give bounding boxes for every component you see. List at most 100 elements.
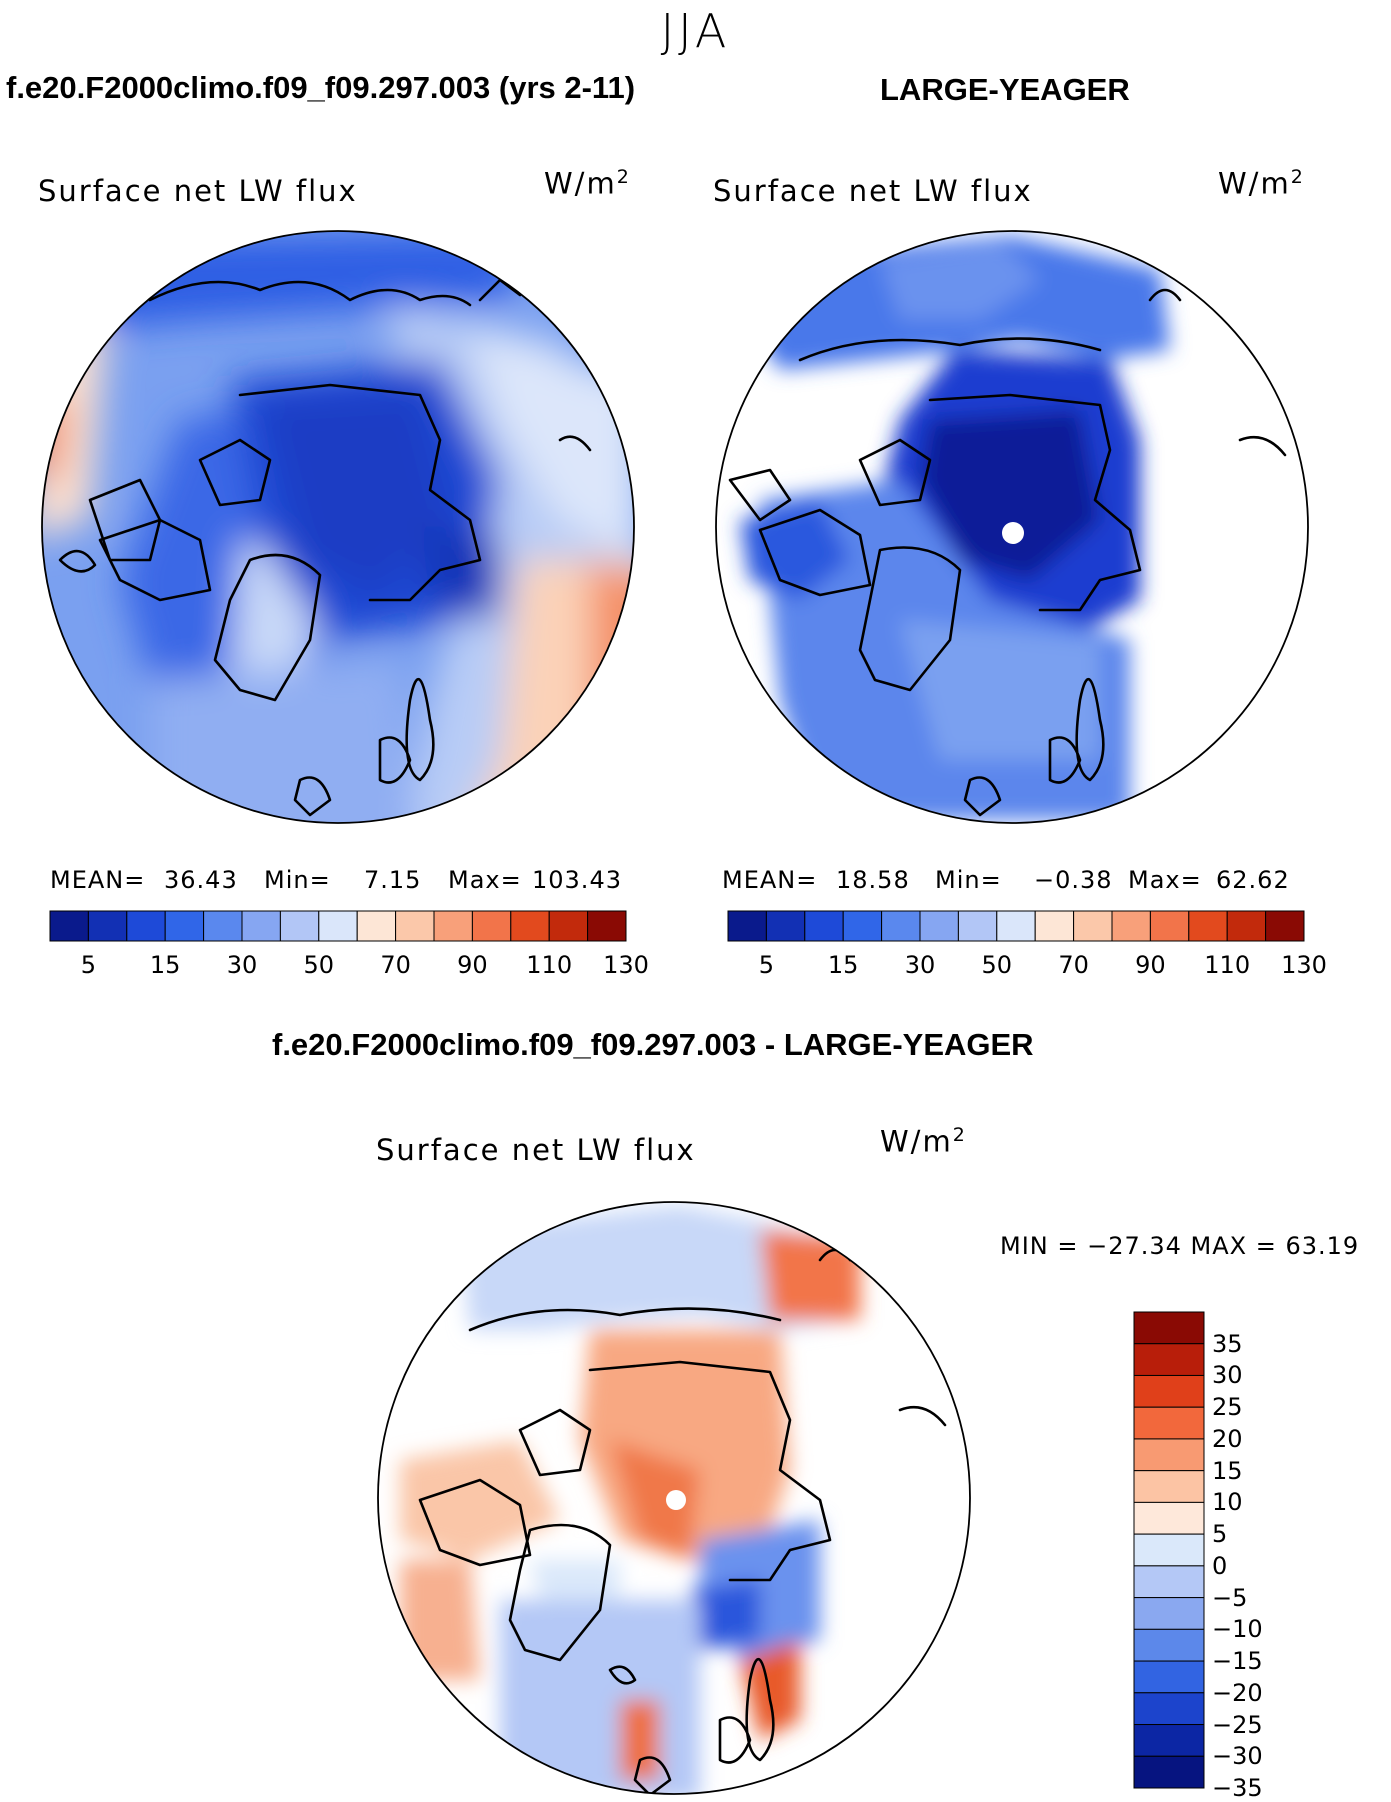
test-colorbar-swatch — [241, 910, 281, 942]
test-min-value: 7.15 — [364, 866, 422, 894]
test-variable-title: Surface net LW flux — [38, 174, 358, 208]
obs-colorbar-tick-label: 50 — [981, 951, 1013, 979]
obs-colorbar-swatch — [765, 910, 806, 942]
obs-min-label: Min= — [935, 866, 1002, 894]
diff-colorbar-tick-label: 20 — [1212, 1424, 1243, 1453]
test-colorbar-swatch — [471, 910, 512, 942]
test-colorbar-swatch — [356, 910, 397, 942]
diff-colorbar-tick-label: −30 — [1212, 1742, 1263, 1771]
diff-colorbar-swatch — [1133, 1311, 1205, 1345]
diff-header: f.e20.F2000climo.f09_f09.297.003 - LARGE… — [272, 1027, 1034, 1062]
diff-colorbar-swatch — [1133, 1724, 1205, 1757]
test-colorbar-tick-label: 70 — [380, 951, 411, 979]
test-colorbar-swatch — [164, 910, 205, 942]
obs-colorbar-swatch — [1034, 910, 1075, 942]
diff-minmax: MIN = −27.34 MAX = 63.19 — [1000, 1232, 1360, 1260]
obs-colorbar-swatch — [996, 910, 1036, 942]
obs-colorbar-swatch — [1073, 910, 1113, 942]
obs-colorbar-swatch — [1226, 910, 1267, 942]
test-colorbar-tick-label: 30 — [226, 951, 258, 979]
test-colorbar-swatch — [433, 910, 473, 942]
obs-variable-title: Surface net LW flux — [713, 174, 1033, 208]
diff-colorbar-swatch — [1133, 1438, 1205, 1472]
test-colorbar-swatch — [279, 910, 320, 942]
diff-colorbar-swatch — [1133, 1374, 1205, 1408]
diff-colorbar-tick-label: −5 — [1212, 1583, 1248, 1612]
test-colorbar — [49, 910, 627, 942]
obs-colorbar-swatch — [1149, 910, 1190, 942]
test-map-boundary — [41, 230, 635, 824]
obs-colorbar-swatch — [1265, 910, 1305, 942]
test-colorbar-tick-label: 50 — [303, 951, 335, 979]
diff-colorbar-swatch — [1133, 1660, 1205, 1694]
test-colorbar-tick-label: 130 — [603, 951, 649, 979]
obs-colorbar-swatch — [919, 910, 959, 942]
diff-colorbar-swatch — [1133, 1533, 1205, 1567]
obs-map-boundary — [715, 230, 1309, 824]
diff-map-boundary — [377, 1201, 971, 1795]
obs-colorbar — [727, 910, 1305, 942]
diff-colorbar-tick-label: −20 — [1212, 1678, 1263, 1707]
test-colorbar-tick-label: 90 — [457, 951, 488, 979]
test-colorbar-swatch — [49, 910, 89, 942]
obs-colorbar-tick-label: 110 — [1204, 951, 1251, 979]
obs-min-value: −0.38 — [1034, 866, 1113, 894]
test-colorbar-swatch — [318, 910, 358, 942]
test-max-label: Max= — [448, 866, 522, 894]
obs-map — [716, 231, 1308, 823]
diff-colorbar — [1133, 1311, 1205, 1789]
diff-colorbar-swatch — [1133, 1406, 1205, 1440]
obs-colorbar-swatch — [804, 910, 844, 942]
diff-map-coastlines — [418, 1248, 947, 1794]
diff-colorbar-tick-label: 35 — [1212, 1329, 1243, 1358]
diff-colorbar-swatch — [1133, 1755, 1205, 1789]
obs-max-value: 62.62 — [1216, 866, 1290, 894]
diff-colorbar-tick-label: 15 — [1212, 1456, 1243, 1485]
obs-colorbar-tick-label: 130 — [1281, 951, 1327, 979]
diff-colorbar-tick-label: 30 — [1212, 1361, 1243, 1390]
test-mean-value: 36.43 — [164, 866, 238, 894]
test-min-label: Min= — [264, 866, 331, 894]
diff-colorbar-tick-label: −15 — [1212, 1647, 1263, 1676]
test-colorbar-swatch — [510, 910, 550, 942]
test-case-header: f.e20.F2000climo.f09_f09.297.003 (yrs 2-… — [6, 70, 636, 105]
obs-colorbar-swatch — [957, 910, 998, 942]
diff-colorbar-swatch — [1133, 1628, 1205, 1662]
test-colorbar-tick-label: 15 — [149, 951, 181, 979]
test-colorbar-swatch — [548, 910, 589, 942]
test-max-value: 103.43 — [532, 866, 622, 894]
test-map-coastlines — [58, 278, 592, 817]
diff-colorbar-swatch — [1133, 1501, 1205, 1535]
obs-mean-value: 18.58 — [836, 866, 910, 894]
season-title: JJA — [660, 4, 731, 58]
test-colorbar-swatch — [87, 910, 128, 942]
diff-colorbar-swatch — [1133, 1597, 1205, 1630]
obs-colorbar-tick-label: 70 — [1058, 951, 1089, 979]
diff-colorbar-swatch — [1133, 1565, 1205, 1599]
test-colorbar-tick-label: 5 — [80, 951, 97, 979]
diff-colorbar-swatch — [1133, 1470, 1205, 1503]
test-colorbar-tick-label: 110 — [526, 951, 573, 979]
obs-colorbar-tick-label: 90 — [1135, 951, 1166, 979]
diff-colorbar-tick-label: 5 — [1212, 1520, 1228, 1549]
test-units: W/m2 — [544, 166, 631, 201]
obs-colorbar-swatch — [1111, 910, 1151, 942]
obs-colorbar-tick-label: 15 — [827, 951, 859, 979]
obs-mean-label: MEAN= — [722, 866, 818, 894]
obs-map-coastlines — [728, 288, 1287, 817]
diff-colorbar-tick-label: 25 — [1212, 1393, 1243, 1422]
diff-colorbar-tick-label: −35 — [1212, 1774, 1263, 1802]
obs-colorbar-swatch — [881, 910, 921, 942]
test-colorbar-swatch — [203, 910, 243, 942]
test-colorbar-swatch — [395, 910, 435, 942]
diff-colorbar-tick-label: 10 — [1212, 1488, 1243, 1517]
diff-map — [378, 1202, 970, 1794]
obs-colorbar-swatch — [842, 910, 883, 942]
obs-colorbar-swatch — [1188, 910, 1228, 942]
diff-colorbar-swatch — [1133, 1343, 1205, 1376]
diff-map-field — [400, 1205, 860, 1794]
diff-colorbar-swatch — [1133, 1692, 1205, 1726]
diff-colorbar-tick-label: 0 — [1212, 1551, 1228, 1580]
obs-colorbar-tick-label: 30 — [904, 951, 936, 979]
obs-colorbar-tick-label: 5 — [758, 951, 775, 979]
